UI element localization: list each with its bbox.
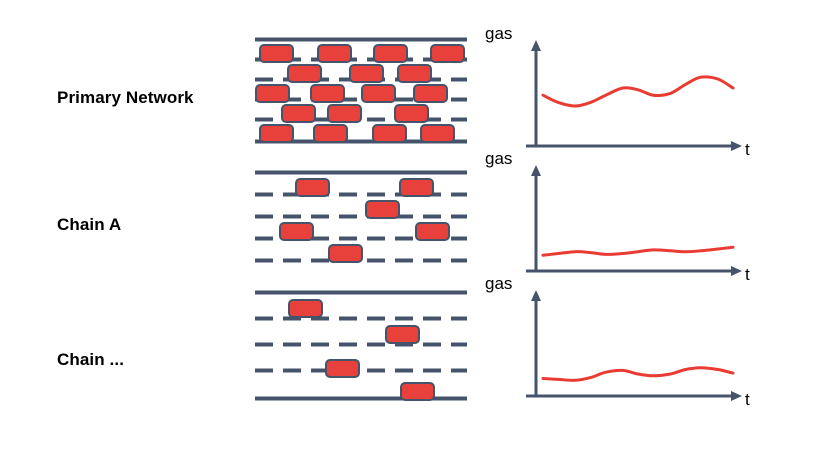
y-axis-label-gas-3: gas [485,274,513,293]
transaction-block [325,359,360,378]
y-axis-arrowhead [531,165,541,176]
transaction-block [400,382,435,401]
transaction-block [317,44,352,63]
transaction-block [361,84,396,103]
gas-curve [541,245,735,257]
x-axis-label-t-3: t [745,390,750,409]
transaction-block [397,64,432,83]
transaction-block [279,222,314,241]
x-axis-arrowhead [731,391,742,401]
row-label-chain-a: Chain A [57,215,122,234]
transaction-block [259,124,294,143]
transaction-block [259,44,294,63]
x-axis-arrowhead [731,141,742,151]
transaction-block [295,178,330,197]
transaction-block [373,44,408,63]
transaction-block [287,64,322,83]
transaction-block [313,124,348,143]
y-axis-label-gas-1: gas [485,24,513,43]
gas-curve [541,75,735,108]
transaction-block [327,104,362,123]
transaction-block [399,178,434,197]
x-axis-arrowhead [731,266,742,276]
block-panel-chain-ellipsis [255,288,467,402]
y-axis-arrowhead [531,290,541,301]
transaction-block [420,124,455,143]
transaction-block [328,244,363,263]
y-axis-arrowhead [531,40,541,51]
row-label-primary-network: Primary Network [57,88,194,107]
gas-chart-primary-network [485,28,750,160]
transaction-block [415,222,450,241]
transaction-block [394,104,429,123]
gas-curve [541,366,735,382]
transaction-block [288,299,323,318]
x-axis-label-t-2: t [745,265,750,284]
transaction-block [385,325,420,344]
transaction-block [281,104,316,123]
y-axis-label-gas-2: gas [485,149,513,168]
x-axis-label-t-1: t [745,140,750,159]
transaction-block [349,64,384,83]
transaction-block [413,84,448,103]
transaction-block [310,84,345,103]
gas-chart-chain-a [485,153,750,285]
block-panel-primary-network [255,36,467,144]
block-panel-chain-a [255,168,467,266]
row-label-chain-ellipsis: Chain ... [57,350,125,369]
transaction-block [372,124,407,143]
transaction-block [430,44,465,63]
gas-chart-chain-ellipsis [485,278,750,410]
transaction-block [365,200,400,219]
transaction-block [255,84,290,103]
